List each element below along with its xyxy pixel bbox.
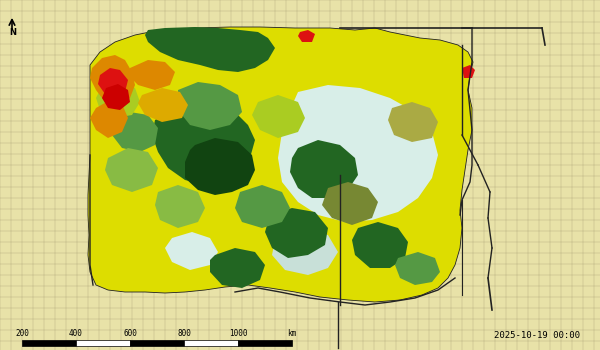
Polygon shape <box>152 102 255 185</box>
Bar <box>76 340 130 346</box>
Polygon shape <box>265 208 328 258</box>
Polygon shape <box>98 68 128 98</box>
Text: 600: 600 <box>123 329 137 337</box>
Polygon shape <box>90 55 135 105</box>
Polygon shape <box>252 95 305 138</box>
Polygon shape <box>96 82 140 118</box>
Polygon shape <box>88 27 473 302</box>
Polygon shape <box>128 60 175 90</box>
Text: km: km <box>287 329 296 337</box>
Text: 1000: 1000 <box>229 329 247 337</box>
Polygon shape <box>278 85 438 222</box>
Polygon shape <box>90 100 128 138</box>
Polygon shape <box>210 248 265 288</box>
Polygon shape <box>462 65 475 78</box>
Polygon shape <box>105 148 158 192</box>
Polygon shape <box>395 252 440 285</box>
Polygon shape <box>272 228 338 275</box>
Text: 400: 400 <box>69 329 83 337</box>
Polygon shape <box>388 102 438 142</box>
Polygon shape <box>178 82 242 130</box>
Bar <box>184 340 238 346</box>
Polygon shape <box>235 185 290 228</box>
Text: 2025-10-19 00:00: 2025-10-19 00:00 <box>494 331 580 340</box>
Polygon shape <box>352 222 408 268</box>
Polygon shape <box>112 112 158 152</box>
Text: N: N <box>10 28 17 37</box>
Polygon shape <box>155 185 205 228</box>
Text: 200: 200 <box>15 329 29 337</box>
Polygon shape <box>322 182 378 225</box>
Polygon shape <box>298 30 315 42</box>
Polygon shape <box>145 27 275 72</box>
Polygon shape <box>102 84 130 110</box>
Bar <box>22 340 76 346</box>
Text: 800: 800 <box>177 329 191 337</box>
Bar <box>130 340 184 346</box>
Bar <box>238 340 292 346</box>
Polygon shape <box>165 232 218 270</box>
Polygon shape <box>138 88 188 122</box>
Polygon shape <box>290 140 358 198</box>
Polygon shape <box>185 138 255 195</box>
